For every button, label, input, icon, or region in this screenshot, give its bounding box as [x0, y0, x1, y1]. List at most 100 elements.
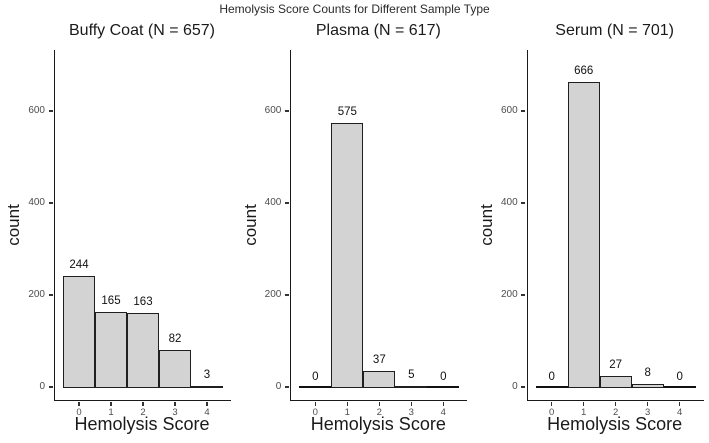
x-tick-mark	[410, 401, 413, 406]
x-axis-title: Hemolysis Score	[74, 414, 210, 434]
x-tick-label: 4	[204, 407, 210, 418]
y-tick-mark	[284, 202, 289, 204]
y-tick-mark	[521, 202, 526, 204]
x-tick-mark	[442, 401, 445, 406]
bar-value-label: 8	[644, 367, 651, 379]
x-axis-title: Hemolysis Score	[547, 414, 683, 434]
x-tick-mark	[206, 401, 208, 406]
bar-score-2	[363, 371, 396, 388]
y-axis-title-text: count	[476, 204, 496, 246]
plot-area: 0 200 400 600 0 0 666 1 27 2 8 3 0 4	[501, 50, 704, 418]
y-tick-mark	[521, 294, 526, 296]
y-axis-title: count	[240, 50, 260, 400]
x-tick-label: 0	[549, 407, 555, 418]
bar-value-label: 37	[372, 354, 386, 366]
panel-title: Buffy Coat (N = 657)	[69, 22, 215, 39]
x-tick-label: 2	[613, 407, 619, 418]
bar-score-0	[63, 276, 95, 388]
x-tick-mark	[550, 401, 553, 406]
y-tick-label: 600	[500, 105, 518, 116]
y-tick-mark	[521, 110, 526, 112]
bar-score-3	[159, 350, 191, 388]
y-tick-label: 200	[28, 289, 45, 300]
bar-value-label: 3	[203, 369, 211, 381]
bar-score-1	[95, 312, 127, 388]
bar-value-label: 0	[312, 371, 319, 383]
bar-value-label: 575	[337, 106, 357, 118]
chart-panel-1: Buffy Coat (N = 657) count 0 200 400 600 244 0 1…	[0, 0, 236, 443]
y-tick-label: 200	[264, 289, 282, 300]
y-tick-mark	[48, 294, 53, 296]
x-tick-label: 2	[140, 407, 146, 418]
bar-value-label: 244	[69, 259, 89, 271]
x-tick-mark	[614, 401, 617, 406]
bar-value-label: 165	[101, 295, 121, 307]
x-tick-mark	[378, 401, 381, 406]
bar-value-label: 27	[609, 359, 623, 371]
y-tick-label: 600	[28, 105, 45, 116]
bar-score-2	[127, 313, 159, 388]
x-tick-label: 3	[645, 407, 651, 418]
chart-panel-2: Plasma (N = 617) count 0 200 400 600 0 0 575 1 37 2…	[236, 0, 472, 443]
y-tick-mark	[284, 386, 289, 388]
y-axis-title-text: count	[4, 204, 23, 246]
panel-title: Plasma (N = 617)	[315, 22, 441, 39]
y-axis-title: count	[4, 50, 24, 400]
y-tick-label: 200	[500, 289, 518, 300]
bar-value-label: 82	[168, 333, 182, 345]
y-tick-label: 0	[275, 381, 282, 392]
x-tick-mark	[110, 401, 112, 406]
x-tick-mark	[582, 401, 585, 406]
x-tick-mark	[678, 401, 681, 406]
bar-score-2	[599, 376, 632, 388]
y-tick-label: 0	[512, 381, 518, 392]
y-tick-mark	[48, 110, 53, 112]
x-tick-label: 0	[76, 407, 82, 418]
x-tick-mark	[142, 401, 144, 406]
x-tick-label: 4	[440, 407, 446, 418]
plot-area: 0 200 400 600 244 0 165 1 163 2 82 3 3 4	[28, 50, 231, 418]
panel-title: Serum (N = 701)	[555, 22, 675, 39]
x-tick-mark	[78, 401, 80, 406]
bar-value-label: 666	[574, 65, 594, 77]
y-tick-label: 600	[264, 105, 282, 116]
bar-value-label: 163	[133, 296, 153, 308]
y-tick-label: 400	[264, 197, 282, 208]
bar-score-1	[331, 123, 364, 388]
x-tick-mark	[314, 401, 317, 406]
y-axis-title-text: count	[240, 204, 260, 246]
x-axis-title: Hemolysis Score	[310, 414, 446, 434]
y-axis-title: count	[477, 50, 497, 400]
x-tick-label: 2	[376, 407, 382, 418]
y-tick-mark	[521, 386, 526, 388]
x-tick-label: 4	[677, 407, 683, 418]
bar-score-3	[631, 384, 664, 388]
bar-value-label: 5	[408, 369, 415, 381]
y-tick-mark	[284, 294, 289, 296]
bar-value-label: 0	[548, 371, 555, 383]
x-tick-label: 3	[172, 407, 178, 418]
x-tick-mark	[646, 401, 649, 406]
bar-score-1	[567, 82, 600, 388]
x-tick-label: 1	[344, 407, 350, 418]
plot-area: 0 200 400 600 0 0 575 1 37 2 5 3 0 4	[265, 50, 468, 418]
bar-score-3	[395, 386, 428, 388]
x-tick-mark	[346, 401, 349, 406]
y-tick-mark	[48, 386, 53, 388]
y-tick-label: 0	[39, 381, 45, 392]
x-tick-mark	[174, 401, 176, 406]
y-tick-mark	[284, 110, 289, 112]
chart-title: Hemolysis Score Counts for Different Sam…	[219, 2, 490, 16]
x-tick-label: 1	[581, 407, 587, 418]
x-tick-label: 0	[312, 407, 318, 418]
y-tick-label: 400	[28, 197, 45, 208]
bar-value-label: 0	[676, 371, 683, 383]
x-tick-label: 1	[108, 407, 114, 418]
x-tick-label: 3	[408, 407, 414, 418]
chart-panel-3: Serum (N = 701) count 0 200 400 600 0 0 666 1 27 2 8…	[473, 0, 709, 443]
bar-score-4	[191, 386, 223, 388]
bar-value-label: 0	[440, 371, 447, 383]
y-tick-label: 400	[500, 197, 518, 208]
